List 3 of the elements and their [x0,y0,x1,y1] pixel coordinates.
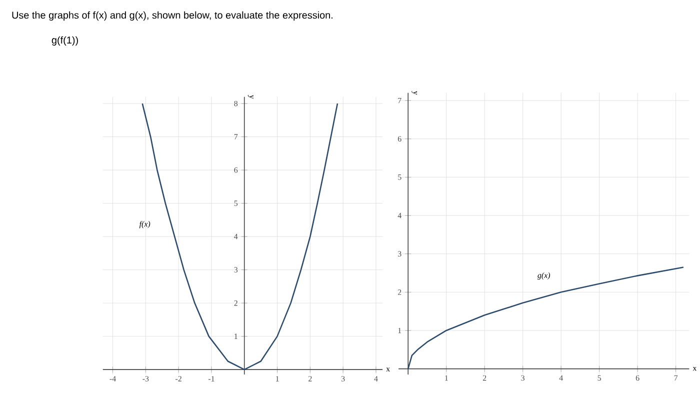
chart-title: Use the graphs of f(x) and g(x), shown below, to evaluate the expression. [12,12,332,21]
chart-subtitle: g(f(1)) [52,36,78,46]
line-series [407,266,684,370]
